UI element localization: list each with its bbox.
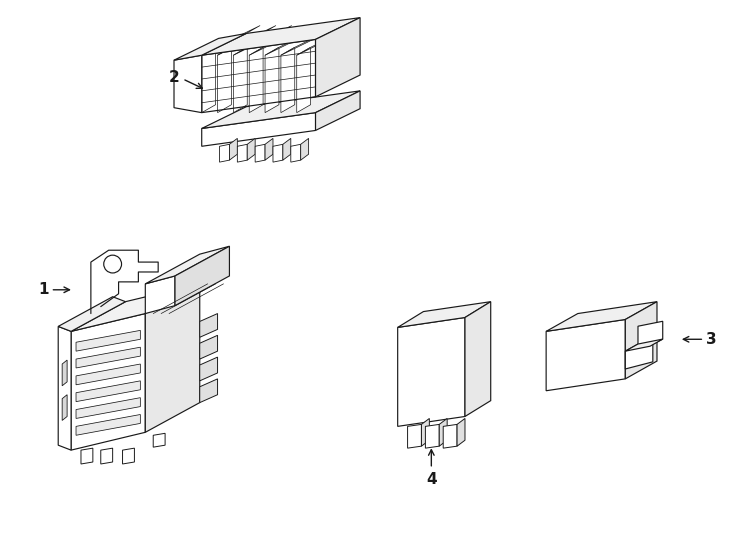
Polygon shape — [200, 335, 217, 359]
Polygon shape — [175, 246, 230, 306]
Polygon shape — [443, 424, 457, 448]
Polygon shape — [625, 321, 663, 369]
Polygon shape — [546, 320, 625, 391]
Polygon shape — [58, 326, 71, 450]
Polygon shape — [265, 138, 273, 160]
Text: 1: 1 — [39, 282, 49, 298]
Polygon shape — [219, 144, 230, 162]
Polygon shape — [255, 144, 265, 162]
Polygon shape — [316, 91, 360, 131]
Polygon shape — [625, 339, 663, 351]
Polygon shape — [200, 314, 217, 338]
Polygon shape — [237, 144, 247, 162]
Polygon shape — [301, 138, 308, 160]
Polygon shape — [398, 318, 465, 427]
Polygon shape — [230, 138, 237, 160]
Polygon shape — [233, 25, 292, 55]
Polygon shape — [273, 144, 283, 162]
Polygon shape — [265, 25, 324, 55]
Polygon shape — [421, 418, 429, 446]
Polygon shape — [281, 25, 339, 55]
Polygon shape — [123, 448, 134, 464]
Polygon shape — [174, 33, 246, 60]
Polygon shape — [202, 91, 360, 129]
Polygon shape — [407, 424, 421, 448]
Polygon shape — [398, 302, 491, 327]
Polygon shape — [457, 418, 465, 446]
Text: 4: 4 — [426, 472, 437, 487]
Polygon shape — [297, 48, 310, 113]
Polygon shape — [291, 144, 301, 162]
Polygon shape — [145, 246, 230, 284]
Polygon shape — [200, 379, 217, 403]
Polygon shape — [202, 48, 216, 113]
Polygon shape — [76, 330, 140, 351]
Polygon shape — [62, 360, 67, 386]
Polygon shape — [465, 302, 491, 416]
Polygon shape — [76, 397, 140, 418]
Polygon shape — [250, 25, 308, 55]
Polygon shape — [76, 381, 140, 402]
Polygon shape — [625, 302, 657, 379]
Polygon shape — [174, 55, 202, 113]
Text: 3: 3 — [706, 332, 717, 347]
Polygon shape — [283, 138, 291, 160]
Polygon shape — [76, 347, 140, 368]
Polygon shape — [217, 25, 276, 55]
Polygon shape — [202, 25, 260, 55]
Polygon shape — [297, 25, 355, 55]
Polygon shape — [101, 448, 112, 464]
Polygon shape — [76, 415, 140, 435]
Polygon shape — [81, 448, 92, 464]
Text: 2: 2 — [170, 71, 180, 85]
Polygon shape — [439, 418, 447, 446]
Polygon shape — [153, 433, 165, 447]
Polygon shape — [217, 48, 231, 113]
Polygon shape — [62, 395, 67, 421]
Polygon shape — [145, 276, 175, 314]
Polygon shape — [145, 284, 200, 433]
Polygon shape — [426, 424, 439, 448]
Polygon shape — [200, 357, 217, 381]
Polygon shape — [202, 113, 316, 146]
Polygon shape — [76, 364, 140, 385]
Polygon shape — [202, 18, 360, 55]
Polygon shape — [265, 48, 279, 113]
Polygon shape — [546, 302, 657, 332]
Polygon shape — [71, 284, 200, 332]
Polygon shape — [71, 314, 145, 450]
Polygon shape — [281, 48, 295, 113]
Polygon shape — [58, 296, 126, 332]
Polygon shape — [250, 48, 263, 113]
Polygon shape — [316, 18, 360, 97]
Polygon shape — [233, 48, 247, 113]
Polygon shape — [247, 138, 255, 160]
